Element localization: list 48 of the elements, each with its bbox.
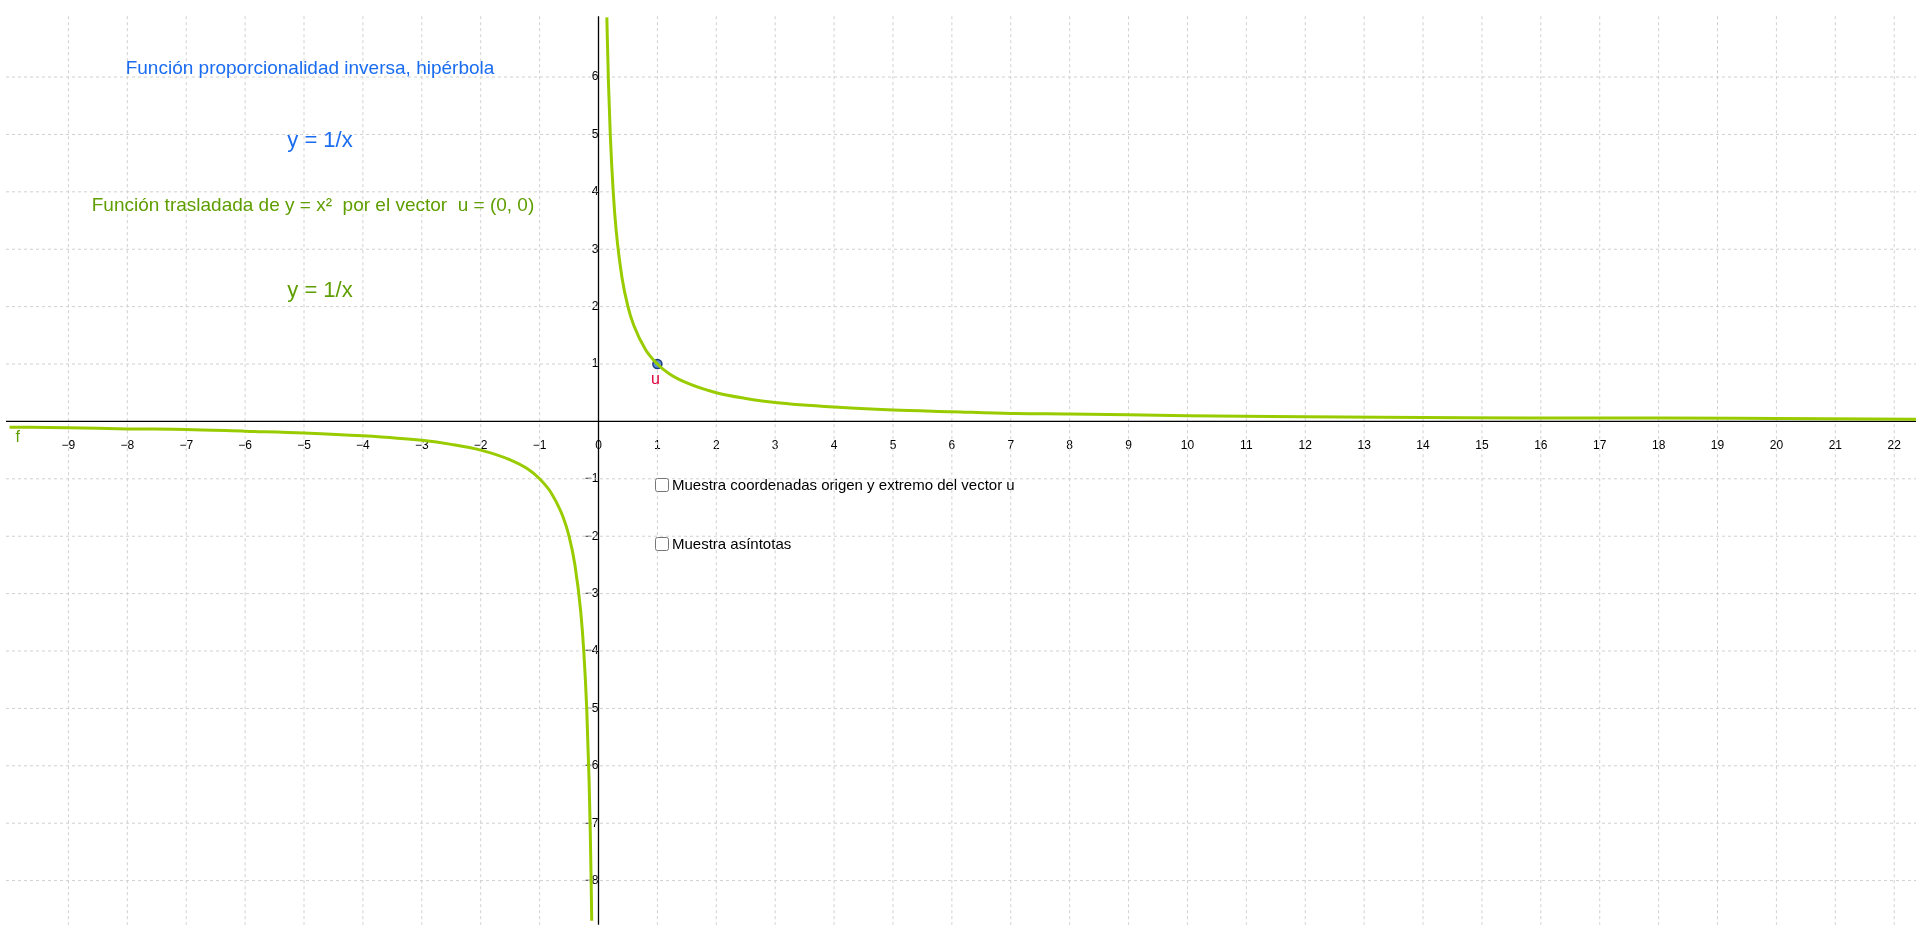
x-tick-label: 12 <box>1298 437 1313 452</box>
x-tick-label: 4 <box>830 437 838 452</box>
x-tick-label: 5 <box>889 437 897 452</box>
y-tick-label: 3 <box>591 241 599 256</box>
x-tick-label: 21 <box>1828 437 1843 452</box>
x-tick-label: 7 <box>1007 437 1015 452</box>
annotation: y = 1/x <box>287 127 353 153</box>
text: Función proporcionalidad inversa, hipérbola <box>125 57 495 79</box>
x-tick-label: 18 <box>1651 437 1666 452</box>
y-tick-label: 5 <box>591 126 599 141</box>
series-label: u <box>650 370 660 388</box>
annotation: Muestra coordenadas origen y extremo del vector u <box>672 476 1015 493</box>
annotation: Muestra asíntotas <box>672 535 792 552</box>
x-tick-label: 9 <box>1125 437 1133 452</box>
x-tick-label: 17 <box>1593 437 1607 452</box>
x-tick-label: 14 <box>1416 437 1431 452</box>
x-tick-label: 1 <box>654 437 662 452</box>
x-tick-label: −5 <box>297 437 312 452</box>
x-tick-label: −6 <box>238 437 253 452</box>
x-tick-label: 22 <box>1887 437 1902 452</box>
x-tick-label: −8 <box>120 437 135 452</box>
y-tick-label: −3 <box>584 585 599 600</box>
annotation: Función trasladada de y = x² por el vector u = (0, 0) <box>91 194 535 216</box>
y-tick-label: −4 <box>584 643 599 658</box>
series-label: f <box>15 427 21 445</box>
y-tick-label: 4 <box>591 184 599 199</box>
x-tick-label: 8 <box>1066 437 1074 452</box>
x-tick-label: 11 <box>1240 437 1253 452</box>
annotation: y = 1/x <box>287 277 353 303</box>
y-tick-label: 1 <box>591 356 599 371</box>
x-tick-label: 20 <box>1769 437 1784 452</box>
y-tick-label: −1 <box>584 471 599 486</box>
x-tick-label: −1 <box>532 437 547 452</box>
x-tick-label: −9 <box>61 437 76 452</box>
x-tick-label: −4 <box>356 437 371 452</box>
x-tick-label: 16 <box>1534 437 1548 452</box>
x-tick-label: 6 <box>948 437 956 452</box>
y-tick-label: 2 <box>591 298 599 313</box>
y-tick-label: 6 <box>591 69 599 84</box>
y-tick-label: −2 <box>584 528 599 543</box>
x-tick-label: 13 <box>1357 437 1372 452</box>
x-tick-label: −2 <box>473 437 488 452</box>
x-tick-label: 10 <box>1180 437 1195 452</box>
x-tick-label: 3 <box>771 437 779 452</box>
x-tick-label: 15 <box>1475 437 1489 452</box>
x-tick-label: −7 <box>179 437 194 452</box>
x-tick-label: 19 <box>1710 437 1725 452</box>
x-tick-label: 2 <box>712 437 720 452</box>
